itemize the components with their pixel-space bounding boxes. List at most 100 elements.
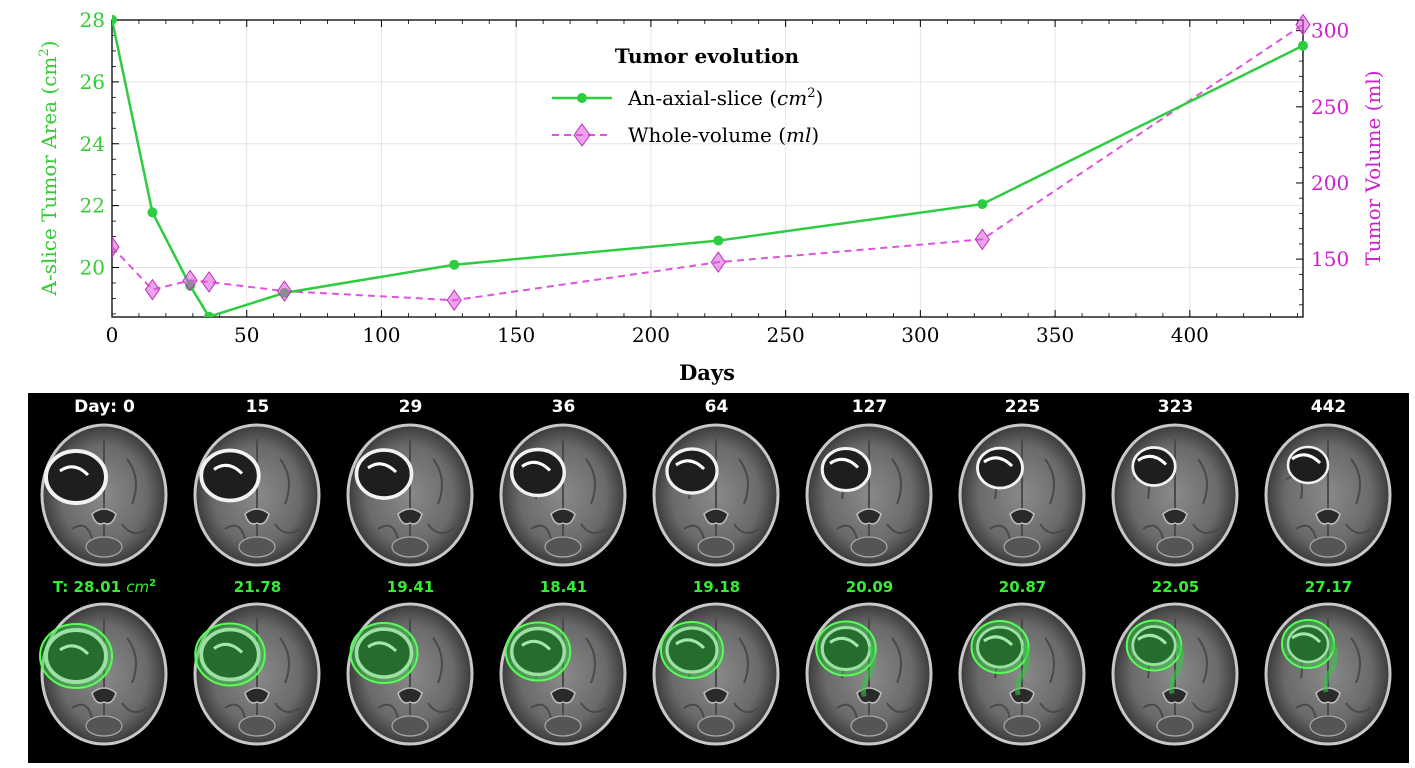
x-tick-label: 200 <box>632 323 670 347</box>
left-y-tick-label: 26 <box>80 70 105 94</box>
left-y-tick-label: 24 <box>80 132 105 156</box>
tumor-area-label: 19.18 <box>692 578 741 596</box>
x-tick-label: 250 <box>767 323 805 347</box>
tumor-area-label: 20.09 <box>845 578 894 596</box>
day-label: 64 <box>704 397 729 417</box>
mri-scan <box>644 419 789 569</box>
tumor-area-label: 22.05 <box>1151 578 1200 596</box>
image-column: 323 22.05 <box>1099 393 1252 763</box>
day-label: 127 <box>851 397 888 417</box>
legend-title: Tumor evolution <box>615 44 800 68</box>
tumor-area-unit-exp: 2 <box>149 578 157 589</box>
volume-point <box>446 289 462 312</box>
mri-scan <box>491 419 636 569</box>
x-tick-label: 350 <box>1036 323 1074 347</box>
tumor-area-unit: cm <box>126 578 150 596</box>
chart-grid <box>112 20 1303 317</box>
mri-scan-segmentation <box>797 598 942 748</box>
mri-scan-segmentation <box>644 598 789 748</box>
left-axis-label-exp: 2 <box>37 48 52 56</box>
x-axis-label: Days <box>679 360 735 385</box>
tumor-evolution-chart: 0 50 100 150 200 250 300 350 4002022242628150200… <box>37 8 1385 385</box>
day-label: 36 <box>551 397 576 417</box>
day-label: Day: 0 <box>74 397 135 417</box>
image-column: 29 19.41 <box>334 393 487 763</box>
x-tick-label: 400 <box>1171 323 1209 347</box>
area-point <box>1298 40 1308 51</box>
right-y-tick-label: 300 <box>1311 19 1349 43</box>
tumor-area-label: 18.41 <box>539 578 588 596</box>
right-y-tick-label: 250 <box>1311 95 1349 119</box>
volume-point <box>144 278 161 301</box>
mri-scan-segmentation <box>1103 598 1248 748</box>
mri-image-panel: Day: 0 T: 28.01 cm2 15 21.78 29 19.41 36 18.41 6… <box>28 393 1409 763</box>
volume-point <box>710 251 726 274</box>
area-point <box>112 14 117 25</box>
legend-label-volume-unit: ml <box>786 123 811 147</box>
legend: Tumor evolution An-axial-slice (cm2) Who… <box>552 44 823 147</box>
mri-scan <box>1256 419 1401 569</box>
image-column: 36 18.41 <box>487 393 640 763</box>
mri-scan-segmentation <box>185 598 330 748</box>
image-column: 225 20.87 <box>946 393 1099 763</box>
x-tick-label: 50 <box>234 323 259 347</box>
tumor-area-label: T: 28.01 cm2 <box>28 578 181 596</box>
x-tick-label: 100 <box>362 323 400 347</box>
legend-label-area-close: ) <box>815 86 823 110</box>
image-column: 127 20.09 <box>793 393 946 763</box>
right-y-tick-label: 150 <box>1311 247 1349 271</box>
volume-point <box>112 236 120 258</box>
legend-label-volume-text: Whole-volume ( <box>628 123 786 147</box>
plot-frame <box>111 19 1304 318</box>
area-point <box>204 311 215 317</box>
tumor-area-label: 20.87 <box>998 578 1047 596</box>
volume-point <box>182 269 198 292</box>
left-y-tick-label: 20 <box>80 256 105 280</box>
chart-ticks: 0 50 100 150 200 250 300 350 400 20 22 24 26 28 150 200… <box>80 8 1350 347</box>
legend-label-area-text: An-axial-slice ( <box>627 86 777 110</box>
image-column: Day: 0 T: 28.01 cm2 <box>28 393 181 763</box>
left-axis-label-close: ) <box>37 41 61 49</box>
x-tick-label: 300 <box>901 323 939 347</box>
image-column: 15 21.78 <box>181 393 334 763</box>
image-column: 64 19.18 <box>640 393 793 763</box>
legend-label-volume: Whole-volume (ml) <box>628 123 819 147</box>
day-label: 225 <box>1004 397 1041 417</box>
mri-scan-segmentation <box>1256 598 1401 748</box>
volume-point <box>201 271 217 293</box>
legend-marker-area <box>577 93 587 103</box>
mri-scan-segmentation <box>338 598 483 748</box>
x-tick-label: 150 <box>497 323 535 347</box>
day-label: 442 <box>1310 397 1347 417</box>
chart-series <box>112 13 1311 317</box>
day-label: 15 <box>245 397 270 417</box>
mri-scan <box>32 419 177 569</box>
area-point <box>147 207 158 218</box>
legend-label-volume-close: ) <box>811 123 819 147</box>
left-axis-label-text: A-slice Tumor Area (cm <box>37 57 61 297</box>
mri-scan-segmentation <box>32 598 177 748</box>
left-y-tick-label: 28 <box>80 8 105 32</box>
right-axis-label: Tumor Volume (ml) <box>1361 70 1385 265</box>
area-point <box>449 259 460 270</box>
volume-point <box>1295 13 1311 36</box>
left-axis-label: A-slice Tumor Area (cm2) <box>37 41 61 297</box>
mri-scan-segmentation <box>491 598 636 748</box>
day-label: 323 <box>1157 397 1194 417</box>
legend-label-area-exp: 2 <box>807 86 815 101</box>
volume-point <box>276 280 293 302</box>
left-y-tick-label: 22 <box>80 194 105 218</box>
x-tick-label: 0 <box>106 323 119 347</box>
mri-scan <box>797 419 942 569</box>
legend-label-area-unit: cm <box>777 86 807 110</box>
series-clip-group <box>112 13 1311 317</box>
area-point <box>977 199 988 210</box>
mri-scan <box>950 419 1095 569</box>
tumor-area-value: T: 28.01 <box>52 578 127 596</box>
area-point <box>713 235 724 246</box>
day-label: 29 <box>398 397 423 417</box>
tumor-area-label: 21.78 <box>233 578 282 596</box>
tumor-area-label: 19.41 <box>386 578 435 596</box>
tumor-area-label: 27.17 <box>1304 578 1353 596</box>
legend-marker-volume <box>573 123 591 147</box>
